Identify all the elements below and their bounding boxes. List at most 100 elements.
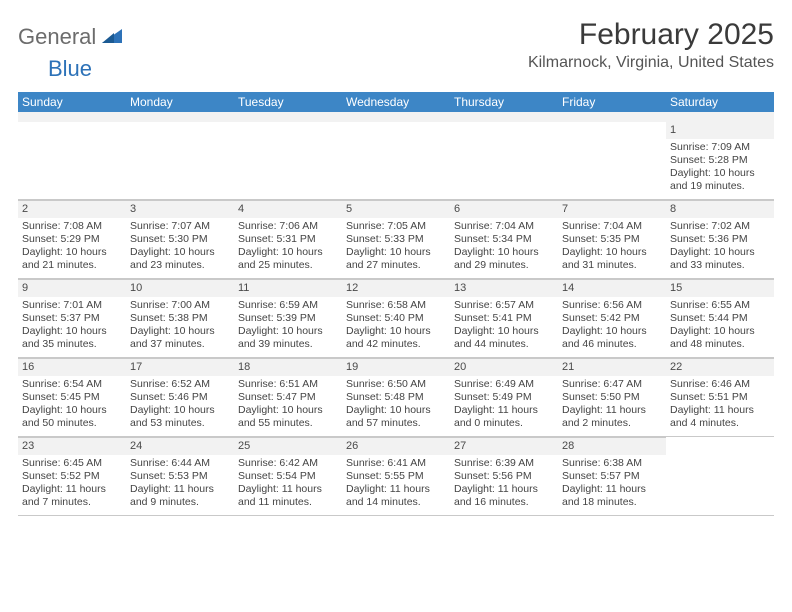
day-number: 2 [18,200,126,218]
sunset-text: Sunset: 5:29 PM [22,233,121,246]
day-21: 21 Sunrise: 6:47 AMSunset: 5:50 PMDayligh… [558,358,666,436]
daylight-text: Daylight: 11 hours and 2 minutes. [562,404,661,430]
daylight-text: Daylight: 10 hours and 48 minutes. [670,325,769,351]
day-27: 27Sunrise: 6:39 AMSunset: 5:56 PMDayligh… [450,437,558,515]
week-row: 16 Sunrise: 6:54 AMSunset: 5:45 PM Dayligh… [18,358,774,437]
sunset-text: Sunset: 5:39 PM [238,312,337,325]
daylight-text: Daylight: 11 hours and 16 minutes. [454,483,553,509]
day-number: 19 [342,358,450,376]
sunset-text: Sunset: 5:57 PM [562,470,661,483]
daylight-text: Daylight: 10 hours and 21 minutes. [22,246,121,272]
daylight-text: Daylight: 10 hours and 55 minutes. [238,404,337,430]
day-24: 24Sunrise: 6:44 AMSunset: 5:53 PMDayligh… [126,437,234,515]
sunset-text: Sunset: 5:33 PM [346,233,445,246]
day-empty: . [666,437,774,515]
title-location: Kilmarnock, Virginia, United States [528,54,774,72]
day-13: 13Sunrise: 6:57 AMSunset: 5:41 PMDayligh… [450,279,558,357]
day-number: 9 [18,279,126,297]
sunrise-text: Sunrise: 6:44 AM [130,457,229,470]
sunrise-text: Sunrise: 6:38 AM [562,457,661,470]
day-number: 15 [666,279,774,297]
sunrise-text: Sunrise: 6:52 AM [130,378,229,391]
sunset-text: Sunset: 5:31 PM [238,233,337,246]
day-15: 15Sunrise: 6:55 AMSunset: 5:44 PMDayligh… [666,279,774,357]
day-number: 16 [18,358,126,376]
sunset-text: Sunset: 5:50 PM [562,391,661,404]
week-row: 23Sunrise: 6:45 AMSunset: 5:52 PMDayligh… [18,437,774,516]
daylight-text: Daylight: 10 hours and 29 minutes. [454,246,553,272]
day-number: 21 [558,358,666,376]
sunrise-text: Sunrise: 7:07 AM [130,220,229,233]
sunrise-text: Sunrise: 6:58 AM [346,299,445,312]
day-empty: . [342,122,450,199]
sunrise-text: Sunrise: 6:45 AM [22,457,121,470]
day-number: 18 [234,358,342,376]
sunset-text: Sunset: 5:35 PM [562,233,661,246]
day-2: 2Sunrise: 7:08 AMSunset: 5:29 PMDaylight… [18,200,126,278]
sunset-text: Sunset: 5:54 PM [238,470,337,483]
day-number: 7 [558,200,666,218]
day-number: 17 [126,358,234,376]
day-28: 28Sunrise: 6:38 AMSunset: 5:57 PMDayligh… [558,437,666,515]
day-8: 8Sunrise: 7:02 AMSunset: 5:36 PMDaylight… [666,200,774,278]
dow-saturday: Saturday [666,92,774,112]
daylight-text: Daylight: 11 hours and 9 minutes. [130,483,229,509]
day-7: 7 Sunrise: 7:04 AMSunset: 5:35 PMDaylight… [558,200,666,278]
day-20: 20Sunrise: 6:49 AMSunset: 5:49 PMDayligh… [450,358,558,436]
sunrise-text: Sunrise: 6:47 AM [562,378,661,391]
daylight-text: Daylight: 10 hours and 35 minutes. [22,325,121,351]
daylight-text: Daylight: 10 hours and 19 minutes. [670,167,769,193]
sunrise-text: Sunrise: 7:01 AM [22,299,121,312]
day-number: 12 [342,279,450,297]
sunrise-text: Sunrise: 6:39 AM [454,457,553,470]
daylight-text: Daylight: 11 hours and 4 minutes. [670,404,769,430]
daylight-text: Daylight: 10 hours and 39 minutes. [238,325,337,351]
day-empty: . [450,122,558,199]
sunset-text: Sunset: 5:44 PM [670,312,769,325]
sunrise-text: Sunrise: 7:04 AM [562,220,661,233]
dow-sunday: Sunday [18,92,126,112]
sunset-text: Sunset: 5:47 PM [238,391,337,404]
sunrise-text: Sunrise: 6:50 AM [346,378,445,391]
day-5: 5Sunrise: 7:05 AMSunset: 5:33 PMDaylight… [342,200,450,278]
sunrise-text: Sunrise: 6:42 AM [238,457,337,470]
day-number: 14 [558,279,666,297]
sunset-text: Sunset: 5:28 PM [670,154,769,167]
day-18: 18 Sunrise: 6:51 AMSunset: 5:47 PMDayligh… [234,358,342,436]
daylight-text: Daylight: 11 hours and 0 minutes. [454,404,553,430]
sunset-text: Sunset: 5:53 PM [130,470,229,483]
sunset-text: Sunset: 5:36 PM [670,233,769,246]
daylight-text: Daylight: 10 hours and 27 minutes. [346,246,445,272]
calendar-grid: SundayMondayTuesdayWednesdayThursdayFrid… [18,92,774,516]
daylight-text: Daylight: 10 hours and 57 minutes. [346,404,445,430]
day-empty: . [18,122,126,199]
sunrise-text: Sunrise: 6:56 AM [562,299,661,312]
sunrise-text: Sunrise: 7:02 AM [670,220,769,233]
day-number: 22 [666,358,774,376]
daylight-text: Daylight: 11 hours and 18 minutes. [562,483,661,509]
title-block: February 2025 Kilmarnock, Virginia, Unit… [528,18,774,72]
day-6: 6Sunrise: 7:04 AMSunset: 5:34 PMDaylight… [450,200,558,278]
title-month-year: February 2025 [528,18,774,52]
daylight-text: Daylight: 10 hours and 42 minutes. [346,325,445,351]
day-number: 23 [18,437,126,455]
week-row: 2Sunrise: 7:08 AMSunset: 5:29 PMDaylight… [18,200,774,279]
day-16: 16Sunrise: 6:54 AMSunset: 5:45 PMDayligh… [18,358,126,436]
week-row: ......1Sunrise: 7:09 AMSunset: 5:28 PMDa… [18,122,774,200]
day-26: 26Sunrise: 6:41 AMSunset: 5:55 PMDayligh… [342,437,450,515]
day-empty: . [234,122,342,199]
sunrise-text: Sunrise: 6:49 AM [454,378,553,391]
day-number: 20 [450,358,558,376]
sunset-text: Sunset: 5:45 PM [22,391,121,404]
sunrise-text: Sunrise: 6:54 AM [22,378,121,391]
sunrise-text: Sunrise: 6:51 AM [238,378,337,391]
logo-sail-icon [100,25,124,50]
day-22: 22Sunrise: 6:46 AMSunset: 5:51 PMDayligh… [666,358,774,436]
day-25: 25Sunrise: 6:42 AMSunset: 5:54 PMDayligh… [234,437,342,515]
sunrise-text: Sunrise: 6:41 AM [346,457,445,470]
daylight-text: Daylight: 10 hours and 31 minutes. [562,246,661,272]
sunset-text: Sunset: 5:37 PM [22,312,121,325]
day-number: 5 [342,200,450,218]
day-number: 8 [666,200,774,218]
day-number: 1 [666,122,774,139]
